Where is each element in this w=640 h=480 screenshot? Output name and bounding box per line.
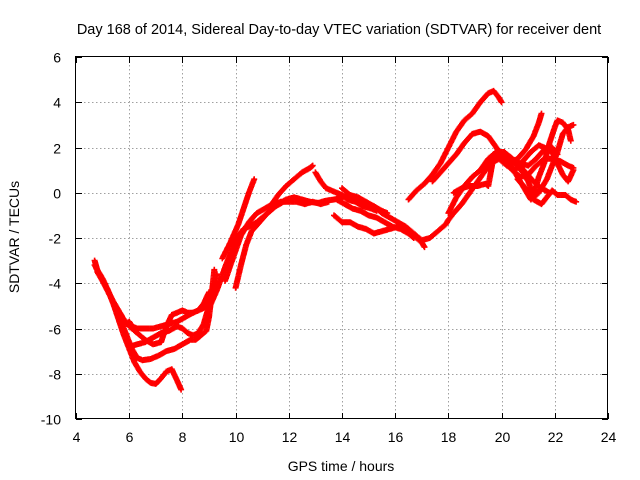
x-tick-label: 8 xyxy=(179,429,187,445)
series-track-9 xyxy=(232,196,295,291)
y-tick-label: -10 xyxy=(41,412,61,428)
y-tick-label: -6 xyxy=(49,322,62,338)
y-axis-title: SDTVAR / TECUs xyxy=(6,181,22,293)
data-point xyxy=(288,196,295,203)
x-tick-label: 12 xyxy=(282,429,298,445)
data-point xyxy=(211,266,218,273)
series-track-14 xyxy=(339,185,391,217)
data-point xyxy=(573,198,580,205)
data-point xyxy=(206,289,212,296)
series-track-13 xyxy=(333,196,417,241)
x-tick-label: 20 xyxy=(495,429,511,445)
series-track-7 xyxy=(219,176,258,262)
series-track-5 xyxy=(126,289,212,348)
x-tick-label: 22 xyxy=(548,429,564,445)
y-tick-label: -4 xyxy=(49,276,62,292)
series-track-15 xyxy=(405,87,505,203)
data-point xyxy=(410,235,417,241)
data-point xyxy=(498,99,505,106)
x-tick-label: 6 xyxy=(126,429,134,445)
y-tick-label: 6 xyxy=(53,50,61,66)
plot-frame xyxy=(75,56,608,419)
x-tick-label: 14 xyxy=(335,429,351,445)
data-point xyxy=(421,244,428,251)
data-point xyxy=(570,121,577,128)
y-tick-label: 2 xyxy=(53,141,61,157)
series-track-8 xyxy=(222,198,332,284)
data-point xyxy=(409,234,416,241)
y-tick-label: -8 xyxy=(49,367,62,383)
series-track-22 xyxy=(514,176,580,208)
data-point xyxy=(570,167,577,174)
y-tick-label: -2 xyxy=(49,231,62,247)
chart-title: Day 168 of 2014, Sidereal Day-to-day VTE… xyxy=(77,22,601,38)
data-point xyxy=(214,271,220,278)
x-tick-label: 10 xyxy=(229,429,245,445)
series-track-21 xyxy=(503,117,574,198)
x-tick-label: 4 xyxy=(73,429,81,445)
series-track-10 xyxy=(267,162,316,210)
y-tick-label: 4 xyxy=(53,95,61,111)
data-point xyxy=(567,137,574,144)
data-point xyxy=(384,210,391,217)
data-point xyxy=(251,176,258,183)
y-tick-label: 0 xyxy=(53,186,61,202)
data-point xyxy=(178,386,185,393)
data-point xyxy=(309,162,316,169)
x-tick-label: 24 xyxy=(601,429,617,445)
x-axis-title: GPS time / hours xyxy=(288,458,395,474)
data-point xyxy=(538,110,545,117)
x-tick-label: 18 xyxy=(441,429,457,445)
data-point xyxy=(325,198,332,205)
x-tick-label: 16 xyxy=(388,429,404,445)
data-points xyxy=(91,87,580,393)
